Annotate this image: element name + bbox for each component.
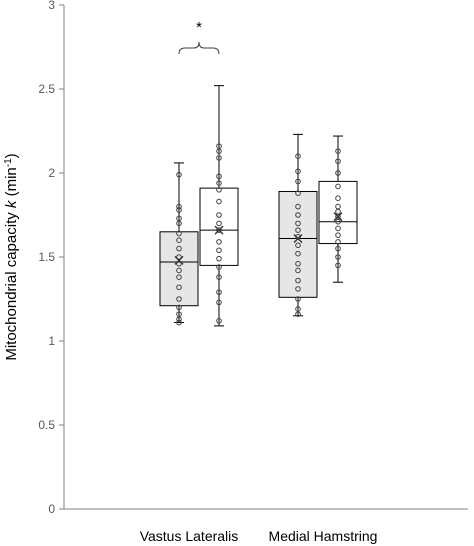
box-3 bbox=[278, 133, 318, 317]
significance-bracket bbox=[178, 41, 220, 55]
data-point bbox=[295, 153, 301, 159]
y-axis-title: Mitochondrial capacity k (min-1) bbox=[3, 153, 21, 360]
data-point bbox=[176, 245, 182, 252]
data-point bbox=[216, 148, 222, 154]
data-point bbox=[335, 245, 341, 252]
data-point bbox=[295, 178, 301, 185]
data-point bbox=[335, 218, 341, 225]
mean-marker bbox=[214, 225, 224, 235]
data-point bbox=[335, 239, 341, 245]
y-axis-title-prefix: Mitochondrial capacity bbox=[3, 208, 20, 361]
y-axis-title-unit: (min bbox=[3, 167, 20, 200]
significance-asterisk: * bbox=[196, 19, 202, 36]
y-tick-label: 2.5 bbox=[38, 82, 55, 96]
data-point bbox=[295, 296, 301, 302]
data-point bbox=[176, 230, 182, 237]
data-point bbox=[176, 220, 182, 227]
data-point bbox=[335, 183, 341, 190]
data-point bbox=[335, 254, 341, 260]
data-point bbox=[335, 232, 341, 238]
data-point bbox=[295, 190, 301, 196]
data-point bbox=[176, 304, 182, 311]
data-point bbox=[295, 227, 301, 233]
data-point bbox=[176, 254, 182, 260]
plot-area: * bbox=[159, 19, 358, 327]
data-point bbox=[216, 155, 222, 161]
mean-marker bbox=[293, 234, 303, 244]
data-point bbox=[335, 195, 341, 201]
data-point bbox=[295, 203, 301, 210]
data-point bbox=[295, 311, 301, 317]
data-point bbox=[216, 318, 222, 324]
data-point bbox=[176, 296, 182, 302]
box-2 bbox=[199, 85, 239, 327]
box-4 bbox=[318, 135, 358, 283]
y-axis-title-close: ) bbox=[3, 153, 20, 158]
data-point bbox=[335, 158, 341, 165]
data-point bbox=[176, 171, 182, 178]
data-point bbox=[295, 286, 301, 292]
data-point bbox=[295, 242, 301, 249]
mean-marker bbox=[174, 255, 184, 265]
data-point bbox=[216, 289, 222, 296]
data-point bbox=[216, 264, 222, 270]
data-point bbox=[335, 262, 341, 269]
data-point bbox=[335, 170, 341, 176]
data-point bbox=[216, 187, 222, 193]
data-point bbox=[176, 284, 182, 291]
data-point bbox=[176, 267, 182, 274]
data-point bbox=[216, 274, 222, 280]
data-point bbox=[216, 255, 222, 262]
box-1 bbox=[159, 162, 199, 326]
y-tick-label: 1 bbox=[48, 334, 55, 348]
box-body bbox=[159, 231, 199, 307]
data-point bbox=[216, 227, 222, 233]
y-tick-label: 0.5 bbox=[38, 418, 55, 432]
data-point bbox=[335, 148, 341, 154]
data-point bbox=[216, 212, 222, 218]
y-tick-label: 3 bbox=[48, 0, 55, 12]
data-point bbox=[295, 277, 301, 284]
category-label-medial-hamstring: Medial Hamstring bbox=[269, 528, 378, 544]
data-point bbox=[176, 207, 182, 213]
y-tick-label: 2 bbox=[48, 166, 55, 180]
data-point bbox=[335, 225, 341, 232]
y-axis-title-superscript: -1 bbox=[3, 158, 14, 167]
data-point bbox=[216, 180, 222, 186]
box-body bbox=[318, 180, 358, 245]
data-point bbox=[176, 237, 182, 243]
data-point bbox=[295, 267, 301, 274]
data-point bbox=[176, 319, 182, 326]
box-body bbox=[278, 190, 318, 298]
data-point bbox=[176, 260, 182, 267]
data-point bbox=[216, 299, 222, 306]
data-point bbox=[295, 260, 301, 267]
axes: 0 0.5 1 1.5 2 2.5 3 bbox=[38, 0, 468, 516]
data-point bbox=[295, 220, 301, 227]
data-point bbox=[295, 212, 301, 218]
data-point bbox=[216, 239, 222, 245]
data-point bbox=[295, 168, 301, 175]
y-axis-title-variable: k bbox=[3, 199, 20, 208]
mean-marker bbox=[333, 212, 343, 222]
data-point bbox=[216, 220, 222, 227]
category-label-vastus-lateralis: Vastus Lateralis bbox=[140, 528, 239, 544]
y-tick-label: 1.5 bbox=[38, 250, 55, 264]
data-point bbox=[216, 247, 222, 254]
data-point bbox=[295, 250, 301, 257]
y-tick-label: 0 bbox=[48, 502, 55, 516]
data-point bbox=[176, 203, 182, 210]
data-point bbox=[216, 173, 222, 180]
data-point bbox=[176, 316, 182, 322]
data-point bbox=[216, 198, 222, 205]
labels: Vastus Lateralis Medial Hamstring Mitoch… bbox=[3, 153, 378, 544]
data-point bbox=[176, 274, 182, 280]
